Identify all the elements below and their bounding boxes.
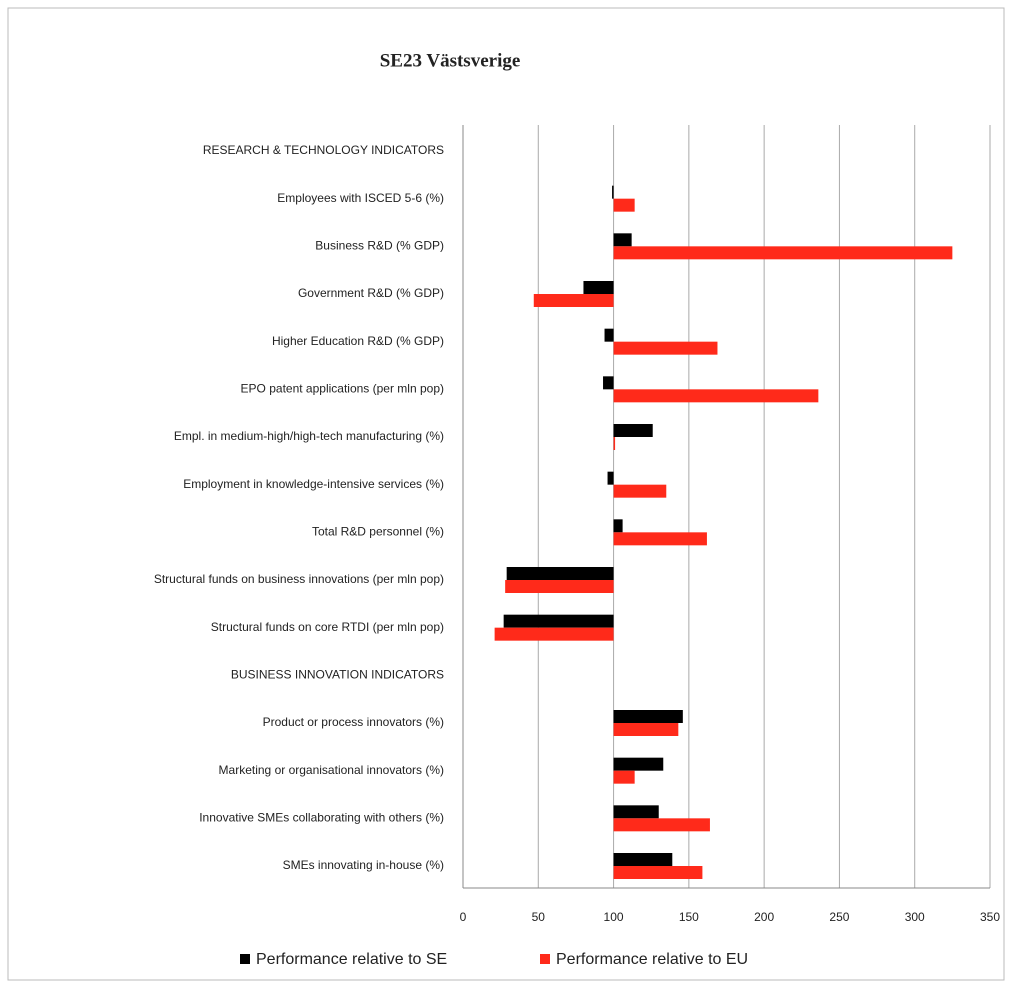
bar	[613, 805, 659, 819]
x-tick-label: 150	[679, 910, 699, 924]
y-tick-label: Product or process innovators (%)	[263, 715, 444, 729]
y-tick-label: Empl. in medium-high/high-tech manufactu…	[174, 429, 444, 443]
bar	[612, 185, 614, 199]
bar	[613, 723, 679, 736]
bar	[613, 484, 667, 498]
legend-swatch	[540, 954, 550, 964]
bar	[613, 853, 673, 866]
chart-title: SE23 Västsverige	[380, 50, 521, 71]
bar	[604, 328, 614, 342]
bar	[613, 341, 718, 355]
x-tick-label: 200	[754, 910, 774, 924]
x-tick-label: 100	[604, 910, 624, 924]
bar	[613, 519, 623, 533]
bar	[613, 198, 635, 212]
y-tick-label: Higher Education R&D (% GDP)	[272, 334, 444, 348]
bar	[613, 770, 635, 784]
bar	[613, 866, 703, 879]
bar	[607, 471, 614, 485]
bar	[613, 246, 953, 260]
bar	[613, 233, 632, 247]
legend-label: Performance relative to SE	[256, 951, 447, 968]
y-tick-label: Structural funds on core RTDI (per mln p…	[211, 620, 444, 634]
bar	[494, 627, 614, 641]
y-tick-label: Marketing or organisational innovators (…	[219, 763, 444, 777]
bar	[613, 757, 664, 771]
y-tick-label: Employment in knowledge-intensive servic…	[183, 477, 444, 491]
legend-swatch	[240, 954, 250, 964]
bar	[603, 376, 614, 390]
y-tick-label: Business R&D (% GDP)	[315, 239, 444, 253]
y-tick-label: Total R&D personnel (%)	[312, 525, 444, 539]
bar	[503, 614, 614, 628]
legend-label: Performance relative to EU	[556, 951, 748, 968]
x-tick-label: 0	[460, 910, 467, 924]
x-tick-label: 350	[980, 910, 1000, 924]
y-tick-label: Structural funds on business innovations…	[154, 572, 444, 586]
bar	[613, 389, 819, 403]
y-tick-label: SMEs innovating in-house (%)	[283, 858, 444, 872]
x-tick-label: 250	[829, 910, 849, 924]
y-tick-label: Government R&D (% GDP)	[298, 286, 444, 300]
bar	[533, 294, 614, 307]
x-tick-label: 300	[905, 910, 925, 924]
y-tick-label: BUSINESS INNOVATION INDICATORS	[231, 668, 444, 682]
bar	[613, 532, 707, 546]
y-tick-label: RESEARCH & TECHNOLOGY INDICATORS	[203, 143, 444, 157]
bar	[613, 818, 710, 832]
y-tick-label: Employees with ISCED 5-6 (%)	[277, 191, 444, 205]
y-tick-label: EPO patent applications (per mln pop)	[241, 382, 444, 396]
bar	[613, 710, 683, 723]
bar	[505, 580, 614, 593]
chart-border	[7, 7, 1005, 981]
x-tick-label: 50	[532, 910, 546, 924]
bar	[506, 567, 614, 580]
bar	[583, 281, 614, 294]
bar	[613, 437, 616, 450]
y-tick-label: Innovative SMEs collaborating with other…	[199, 811, 444, 825]
bar	[613, 424, 653, 437]
